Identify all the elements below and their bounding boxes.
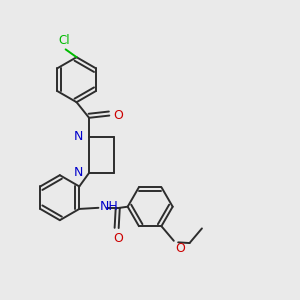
Text: N: N [74, 130, 83, 143]
Text: O: O [113, 109, 123, 122]
Text: Cl: Cl [58, 34, 70, 47]
Text: O: O [176, 242, 185, 255]
Text: O: O [114, 232, 124, 245]
Text: N: N [74, 167, 83, 179]
Text: NH: NH [100, 200, 119, 213]
